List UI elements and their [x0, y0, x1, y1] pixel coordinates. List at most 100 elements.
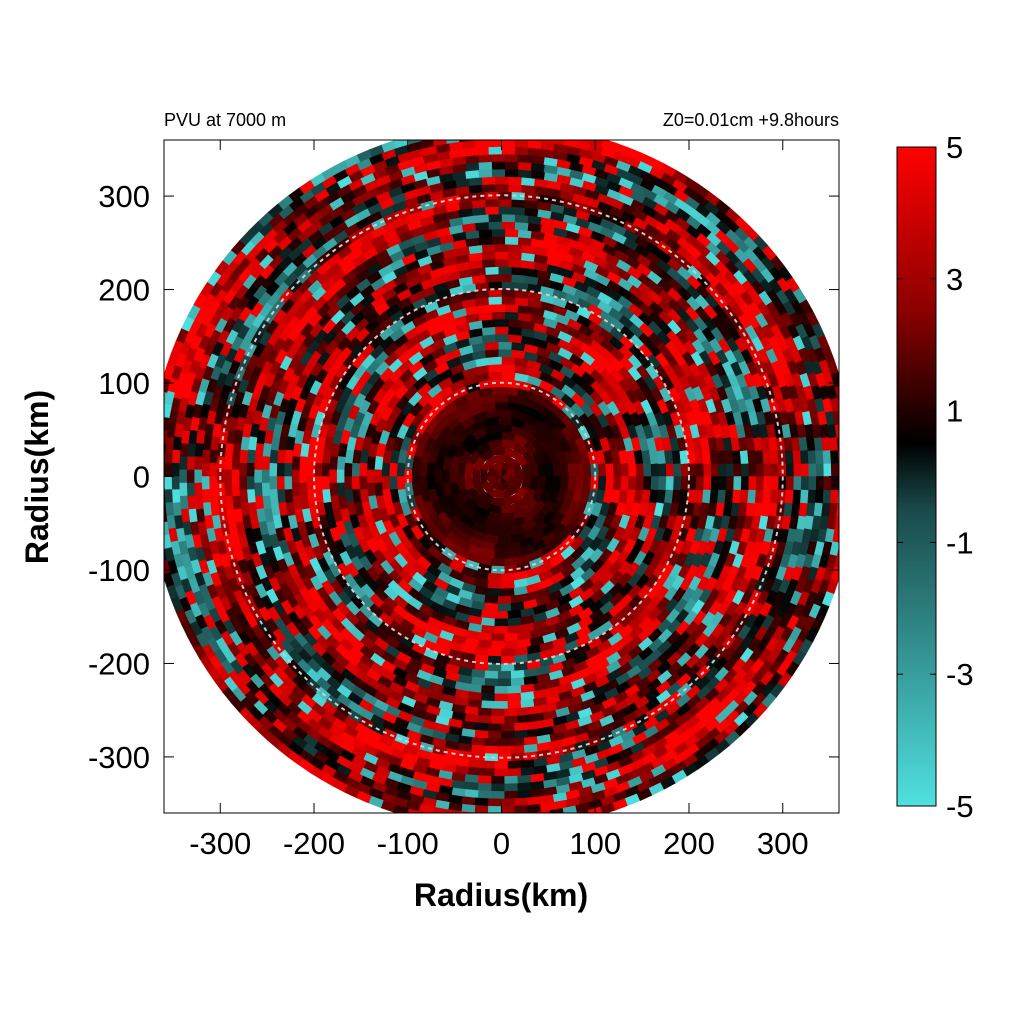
pv-cell — [474, 722, 489, 732]
pv-cell — [739, 489, 749, 504]
y-tick-label: 300 — [98, 179, 150, 214]
pv-cell — [298, 456, 308, 471]
pv-cell — [537, 126, 551, 135]
pv-cell — [164, 378, 171, 394]
pv-cell — [474, 729, 489, 740]
plot-area — [152, 124, 854, 829]
pv-cell — [514, 722, 529, 732]
pv-cell — [494, 401, 509, 410]
pv-cell — [208, 489, 219, 504]
pv-cell — [665, 476, 675, 491]
pv-cell — [792, 449, 802, 464]
pv-cell — [612, 462, 622, 477]
pv-cell — [524, 820, 538, 829]
pv-cell — [517, 782, 532, 792]
pv-cell — [208, 449, 219, 464]
pv-cell — [762, 489, 772, 504]
pv-cell — [762, 449, 772, 464]
pv-cell — [152, 417, 161, 431]
pv-cell — [238, 489, 249, 504]
pv-cell — [822, 489, 832, 504]
pv-cell — [507, 700, 522, 710]
pv-cell — [732, 489, 742, 504]
pv-cell — [484, 266, 499, 275]
pv-cell — [474, 797, 489, 807]
pv-cell — [481, 183, 496, 193]
pv-cell — [504, 640, 519, 650]
colorbar-tick-label: 1 — [946, 394, 963, 429]
pv-cell — [497, 535, 513, 545]
pv-cell — [491, 783, 506, 792]
pv-cell — [494, 543, 509, 552]
pv-cell — [770, 462, 780, 477]
pv-cell — [231, 456, 241, 471]
pv-cell — [517, 706, 532, 717]
pv-cell — [501, 221, 516, 230]
pv-cell — [501, 363, 516, 373]
pv-cell — [576, 140, 590, 143]
pv-cell — [426, 476, 436, 491]
pv-cell — [477, 715, 493, 725]
pv-cell — [485, 814, 498, 822]
pv-cell — [246, 462, 255, 477]
reference-circle-100 — [406, 381, 597, 572]
pv-cell — [193, 469, 202, 484]
pv-cell — [507, 176, 522, 185]
pv-cell — [474, 146, 489, 156]
colorbar: 5 3 1 -1 -3 -5 — [896, 130, 974, 824]
pv-cell — [501, 356, 516, 366]
pv-cell — [491, 228, 506, 238]
pv-cell — [784, 489, 795, 504]
pv-cell — [164, 449, 173, 464]
pv-cell — [628, 476, 637, 491]
pv-cell — [504, 632, 519, 642]
colorbar-tick-label: 3 — [946, 262, 963, 297]
pv-cell — [846, 450, 854, 464]
pv-cell — [497, 266, 512, 275]
pv-cell — [836, 502, 839, 516]
pv-cell — [597, 462, 607, 477]
pv-cell — [822, 449, 832, 464]
pv-cell — [208, 476, 218, 491]
y-tick-label: 100 — [98, 366, 150, 401]
pv-cell — [487, 572, 502, 582]
pv-cell — [432, 806, 447, 813]
pv-cell — [501, 730, 516, 740]
pv-cell — [418, 803, 435, 813]
pv-cell — [494, 318, 509, 327]
pv-cell — [481, 176, 496, 185]
pv-cell — [808, 476, 817, 491]
pv-cell — [497, 520, 513, 530]
pv-cell — [201, 449, 211, 464]
pv-cell — [501, 648, 516, 657]
pv-cell — [650, 462, 660, 477]
pv-cell — [472, 124, 486, 132]
pv-cell — [504, 153, 519, 163]
pv-cell — [836, 437, 839, 451]
pv-cell — [223, 482, 233, 497]
pv-cell — [164, 456, 165, 471]
pv-cell — [582, 476, 592, 491]
pv-cell — [514, 140, 529, 148]
pv-cell — [504, 161, 519, 170]
colorbar-tick-label: -1 — [946, 525, 974, 560]
pv-cell — [487, 356, 502, 366]
pv-cell — [481, 700, 496, 710]
pv-cell — [471, 199, 486, 209]
pv-cell — [511, 821, 525, 829]
pv-cell — [276, 462, 285, 477]
pv-cell — [336, 482, 346, 497]
pv-cell — [487, 363, 502, 373]
pv-cell — [464, 162, 480, 172]
pv-cell — [494, 243, 509, 252]
pv-cell — [497, 198, 512, 208]
pv-cell — [846, 477, 854, 490]
pv-cell — [477, 236, 493, 246]
pv-cell — [477, 228, 493, 238]
pv-cell — [283, 462, 293, 477]
pv-cell — [152, 522, 161, 536]
y-tick-label: 200 — [98, 273, 150, 308]
pv-cell — [800, 449, 810, 464]
pv-cell — [491, 640, 506, 650]
pv-cell — [507, 624, 522, 635]
